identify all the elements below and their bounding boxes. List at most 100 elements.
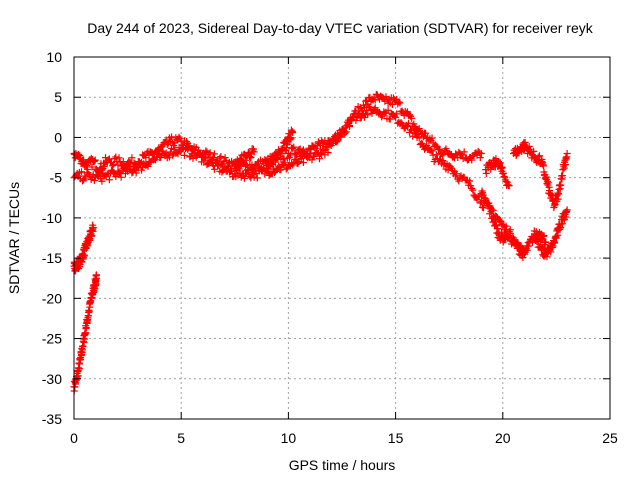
data-point-fill bbox=[163, 140, 171, 148]
data-point-fill bbox=[515, 242, 523, 250]
series-late-branch-3 bbox=[510, 138, 571, 212]
data-point-fill bbox=[468, 156, 476, 164]
data-point-fill bbox=[557, 181, 565, 189]
data-point-fill bbox=[310, 153, 318, 161]
data-point-fill bbox=[519, 254, 527, 262]
data-point-fill bbox=[469, 186, 477, 194]
data-point-fill bbox=[173, 149, 181, 157]
data-point-fill bbox=[543, 253, 551, 261]
data-point-fill bbox=[330, 133, 338, 141]
data-point-fill bbox=[468, 185, 476, 193]
data-point-fill bbox=[502, 222, 510, 230]
data-point-fill bbox=[506, 229, 514, 237]
data-point-fill bbox=[334, 137, 342, 145]
data-point-fill bbox=[346, 122, 354, 130]
data-point-fill bbox=[210, 150, 218, 158]
plot-marks bbox=[70, 90, 571, 395]
data-point-fill bbox=[482, 169, 490, 177]
data-point-fill bbox=[554, 231, 562, 239]
data-point-fill bbox=[368, 109, 376, 117]
data-point-fill bbox=[408, 114, 416, 122]
data-point-fill bbox=[534, 153, 542, 161]
data-point-fill bbox=[287, 135, 295, 143]
data-point-fill bbox=[423, 141, 431, 149]
data-point-fill bbox=[337, 131, 345, 139]
data-point-fill bbox=[526, 146, 534, 154]
data-point bbox=[209, 154, 217, 162]
data-point bbox=[392, 113, 400, 121]
data-point-fill bbox=[396, 99, 404, 107]
data-point-fill bbox=[180, 151, 188, 159]
data-point bbox=[563, 206, 571, 214]
data-point-fill bbox=[244, 167, 252, 175]
plot-frame bbox=[73, 56, 611, 420]
data-point-fill bbox=[175, 133, 183, 141]
data-point-fill bbox=[190, 146, 198, 154]
data-point-fill bbox=[253, 174, 261, 182]
data-point-fill bbox=[328, 139, 336, 147]
series-late-branch-1 bbox=[477, 187, 550, 262]
data-point-fill bbox=[289, 144, 297, 152]
data-point-fill bbox=[250, 173, 258, 181]
data-point-fill bbox=[290, 143, 298, 151]
data-point-fill bbox=[414, 130, 422, 138]
data-point-fill bbox=[404, 119, 412, 127]
data-point-fill bbox=[530, 147, 538, 155]
data-point-fill bbox=[534, 236, 542, 244]
data-point-fill bbox=[500, 172, 508, 180]
chart-title: Day 244 of 2023, Sidereal Day-to-day VTE… bbox=[87, 20, 593, 36]
data-point-fill bbox=[403, 122, 411, 130]
data-point bbox=[381, 109, 389, 117]
data-point bbox=[89, 224, 97, 232]
data-point-fill bbox=[184, 145, 192, 153]
data-point-fill bbox=[249, 170, 257, 178]
data-point-fill bbox=[496, 216, 504, 224]
data-point-fill bbox=[535, 152, 543, 160]
data-point-fill bbox=[242, 156, 250, 164]
data-point-fill bbox=[406, 111, 414, 119]
axis-ticks: 0 5 10 15 20 25 -35 -30 -25 -20 -15 -10 -5 0 5 10 bbox=[42, 49, 618, 446]
data-point-fill bbox=[428, 147, 436, 155]
y-tick-label: -30 bbox=[42, 371, 62, 387]
data-point-fill bbox=[427, 146, 435, 154]
data-point-fill bbox=[436, 145, 444, 153]
data-point-fill bbox=[561, 161, 569, 169]
data-point-fill bbox=[333, 138, 341, 146]
data-point-fill bbox=[352, 116, 360, 124]
data-point bbox=[542, 238, 550, 246]
data-point bbox=[525, 242, 533, 250]
data-point-fill bbox=[202, 154, 210, 162]
data-point-fill bbox=[314, 138, 322, 146]
data-point-fill bbox=[379, 93, 387, 101]
data-point-fill bbox=[157, 153, 165, 161]
y-tick-label: -10 bbox=[42, 210, 62, 226]
data-point bbox=[563, 150, 571, 158]
data-point-fill bbox=[492, 222, 500, 230]
data-point-fill bbox=[486, 205, 494, 213]
series-early-steep-2 bbox=[70, 221, 97, 275]
y-tick-label: -20 bbox=[42, 290, 62, 306]
data-point-fill bbox=[132, 169, 140, 177]
data-point-fill bbox=[240, 174, 248, 182]
data-point-fill bbox=[227, 168, 235, 176]
series-upturn-1 bbox=[263, 126, 297, 170]
data-point-fill bbox=[117, 173, 125, 181]
y-tick-label: -35 bbox=[42, 411, 62, 427]
data-point-fill bbox=[82, 174, 90, 182]
data-point-fill bbox=[267, 160, 275, 168]
y-tick-label: -15 bbox=[42, 250, 62, 266]
data-point-fill bbox=[279, 145, 287, 153]
data-point-fill bbox=[171, 139, 179, 147]
x-tick-label: 0 bbox=[70, 430, 78, 446]
data-point-fill bbox=[130, 159, 138, 167]
data-point-fill bbox=[386, 115, 394, 123]
data-point-fill bbox=[185, 144, 193, 152]
data-point-fill bbox=[499, 169, 507, 177]
data-point bbox=[505, 182, 513, 190]
data-point-fill bbox=[476, 154, 484, 162]
data-point-fill bbox=[202, 147, 210, 155]
data-point-fill bbox=[75, 150, 83, 158]
data-point-fill bbox=[96, 169, 104, 177]
data-point-fill bbox=[440, 161, 448, 169]
data-point-fill bbox=[287, 151, 295, 159]
